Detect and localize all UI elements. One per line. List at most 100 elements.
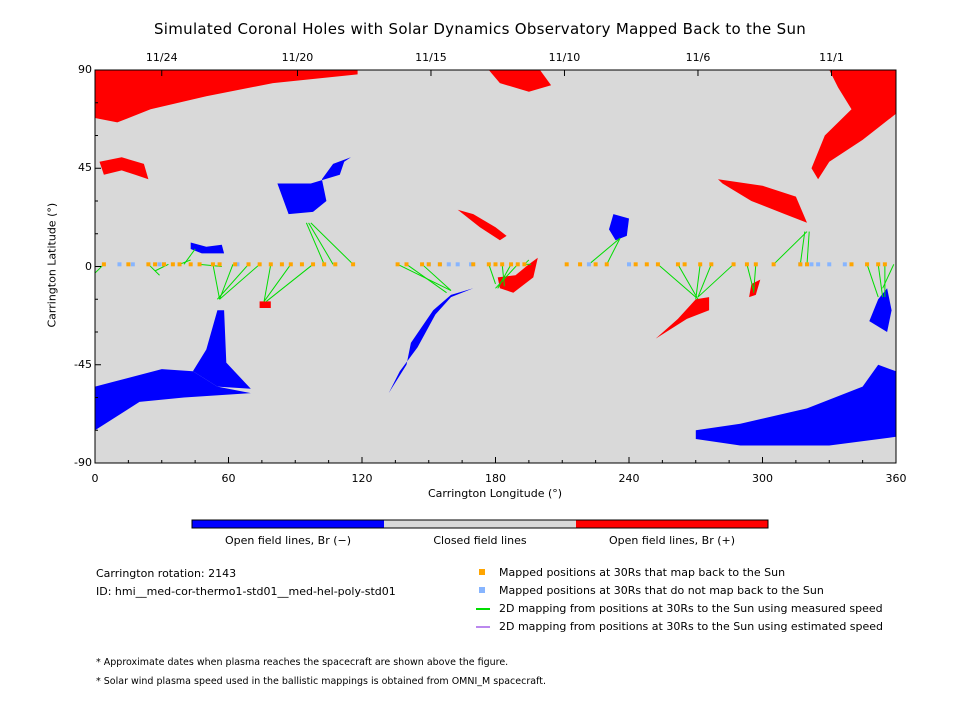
- mapping-line: [806, 231, 810, 265]
- unmapped-footpoint: [627, 262, 631, 267]
- y-tick-label: 45: [78, 161, 92, 175]
- region-south-polar-left: [95, 369, 251, 431]
- unmapped-footpoint: [469, 262, 474, 267]
- mapping-line: [183, 248, 196, 265]
- unmapped-footpoint: [455, 262, 460, 267]
- mapped-footpoint: [217, 262, 222, 267]
- mapping-line: [799, 231, 806, 265]
- colorbar-layer: [191, 519, 769, 529]
- mapped-footpoint: [698, 262, 703, 267]
- region-north-left-small: [190, 242, 225, 254]
- date-label: 11/1: [819, 51, 844, 64]
- mapping-line: [421, 263, 452, 291]
- y-tick-label: 0: [85, 259, 92, 273]
- mapped-footpoint: [322, 262, 327, 267]
- region-streak-north-center: [457, 209, 507, 241]
- region-south-center-blob: [497, 257, 538, 293]
- map-layer: [94, 70, 896, 463]
- mapping-line: [217, 263, 249, 300]
- mapped-footpoint: [197, 262, 202, 267]
- mapping-line: [263, 264, 272, 302]
- x-tick-label: 180: [485, 472, 506, 485]
- unmapped-footpoint: [157, 262, 162, 267]
- mapping-line: [697, 263, 734, 298]
- unmapped-footpoint: [446, 262, 451, 267]
- colorbar-segment: [384, 520, 576, 528]
- unmapped-footpoint: [117, 262, 122, 267]
- x-tick-label: 120: [351, 472, 373, 485]
- region-south-polar-right: [695, 364, 896, 446]
- mapping-line: [154, 263, 169, 272]
- mapped-footpoint: [288, 262, 293, 267]
- mapped-footpoint: [395, 262, 400, 267]
- mapped-footpoint: [420, 262, 425, 267]
- mapping-line: [266, 263, 314, 302]
- region-north-polar-hole-left: [95, 70, 358, 123]
- mapping-line: [501, 264, 505, 287]
- carrington-rotation: Carrington rotation: 2143: [96, 567, 237, 580]
- colorbar-frame: [191, 519, 769, 529]
- x-tick-label: 300: [752, 472, 773, 485]
- mapped-footpoint: [101, 262, 106, 267]
- mapping-line: [219, 264, 234, 300]
- mapped-footpoint: [731, 262, 736, 267]
- date-label: 11/24: [145, 51, 178, 64]
- region-north-right-small: [609, 214, 629, 241]
- mapping-line: [308, 222, 334, 265]
- mapping-line: [212, 264, 221, 300]
- note-dates: * Approximate dates when plasma reaches …: [96, 657, 509, 668]
- region-north-polar-hole-right: [811, 70, 896, 180]
- mapped-footpoint: [753, 262, 758, 267]
- unmapped-footpoint: [235, 262, 240, 267]
- mapped-footpoint: [709, 262, 714, 267]
- legend-swatch: [476, 608, 490, 610]
- mapped-footpoint: [177, 262, 182, 267]
- colorbar-label: Closed field lines: [433, 534, 527, 547]
- date-label: 11/20: [281, 51, 314, 64]
- region-north-blob-center: [277, 157, 351, 215]
- unmapped-footpoint: [586, 262, 591, 267]
- legend-label: Mapped positions at 30Rs that map back t…: [499, 566, 786, 579]
- region-lower-left-arm: [192, 310, 251, 389]
- x-tick-label: 240: [618, 472, 640, 485]
- mapped-footpoint: [146, 262, 151, 267]
- model-id: ID: hmi__med-cor-thermo1-std01__med-hel-…: [96, 585, 396, 598]
- x-tick-label: 0: [91, 472, 99, 485]
- mapping-line: [657, 263, 697, 298]
- mapped-footpoint: [564, 262, 569, 267]
- mapped-footpoint: [257, 262, 262, 267]
- unmapped-footpoint: [816, 262, 821, 267]
- mapped-footpoint: [578, 262, 583, 267]
- mapping-line: [697, 264, 712, 298]
- colorbar-segment: [192, 520, 384, 528]
- date-label: 11/15: [415, 51, 447, 64]
- unmapped-footpoint: [842, 262, 847, 267]
- mapped-footpoint: [493, 262, 498, 267]
- mapped-footpoint: [805, 262, 809, 267]
- mapped-footpoint: [798, 262, 803, 267]
- legend-swatch: [476, 626, 490, 628]
- mapped-footpoint: [486, 262, 491, 267]
- mapped-footpoint: [744, 262, 749, 267]
- region-south-right-blob: [655, 297, 710, 339]
- mapped-footpoint: [299, 262, 304, 267]
- mapped-footpoint: [279, 262, 284, 267]
- unmapped-footpoint: [827, 262, 832, 267]
- closed-field-background: [95, 70, 896, 463]
- mapped-footpoint: [771, 262, 776, 267]
- mapping-line: [310, 222, 354, 265]
- mapping-line: [497, 264, 512, 289]
- colorbar-label: Open field lines, Br (+): [608, 534, 736, 547]
- colorbar-label: Open field lines, Br (−): [224, 534, 352, 547]
- mapped-footpoint: [246, 262, 251, 267]
- mapped-footpoint: [437, 262, 442, 267]
- legend-label: 2D mapping from positions at 30Rs to the…: [499, 620, 884, 633]
- mapping-line: [773, 231, 808, 265]
- region-cap-mid-north: [488, 70, 552, 92]
- mapped-footpoint: [268, 262, 273, 267]
- mapped-footpoint: [655, 262, 660, 267]
- mapped-footpoint: [170, 262, 175, 267]
- legend-label: 2D mapping from positions at 30Rs to the…: [499, 602, 883, 615]
- mapping-line: [677, 264, 699, 300]
- legend-swatch: [479, 587, 485, 593]
